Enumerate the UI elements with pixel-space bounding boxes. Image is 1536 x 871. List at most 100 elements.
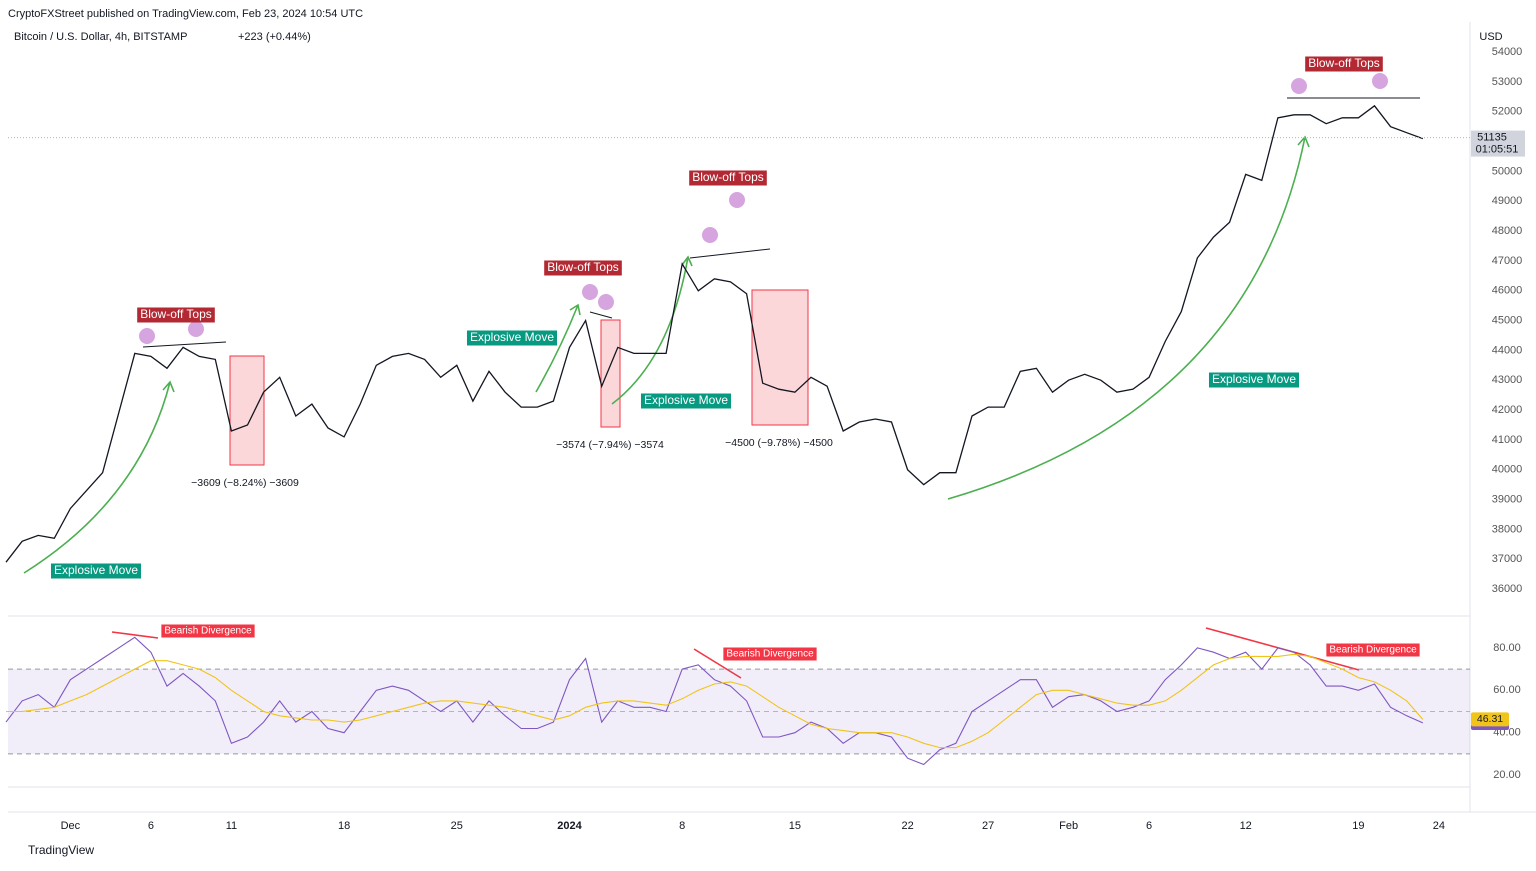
y-tick-label: 53000 [1492,76,1523,88]
y-tick-label: 47000 [1492,255,1523,267]
change: +223 (+0.44%) [238,31,311,43]
top-marker [1372,73,1388,89]
x-tick-label: 27 [982,820,994,832]
range-box [600,319,621,428]
x-tick-label: 2024 [557,820,582,832]
trend-line [689,248,771,259]
x-tick-label: 25 [451,820,463,832]
x-tick-label: 8 [679,820,685,832]
value-tag-label: 46.31 [1477,713,1503,725]
annotation: −4500 (−9.78%) −4500 [725,437,833,449]
y-tick-label: 60.00 [1493,684,1521,696]
x-tick-label: 12 [1240,820,1252,832]
value-tag [1471,712,1509,727]
annotation-label: Explosive Move [54,563,138,577]
x-tick-label: 6 [1146,820,1152,832]
annotation: Blow-off Tops [1305,56,1383,72]
x-tick-label: 18 [338,820,350,832]
y-tick-label: 36000 [1492,583,1523,595]
annotation-bg [689,170,767,186]
annotation-label: −3574 (−7.94%) −3574 [556,439,664,451]
chart-title: Bitcoin / U.S. Dollar, 4h, BITSTAMP [14,31,187,43]
annotation: Blow-off Tops [689,170,767,186]
y-tick-label: 43000 [1492,374,1523,386]
y-tick-label: 20.00 [1493,769,1521,781]
annotation: Explosive Move [1208,372,1300,388]
price-line [5,104,1424,563]
annotation-label: Bearish Divergence [726,649,814,660]
range-box [229,355,265,466]
annotation-label: Explosive Move [1212,372,1296,386]
annotation-bg [137,307,215,323]
top-marker [1291,78,1307,94]
divergence-line [111,631,159,639]
annotation: Bearish Divergence [723,647,817,661]
x-tick-label: 15 [789,820,801,832]
countdown: 01:05:51 [1476,143,1519,155]
annotation-bg [544,260,622,276]
y-tick-label: 54000 [1492,46,1523,58]
annotation: −3609 (−8.24%) −3609 [191,477,299,489]
annotation-bg [723,647,817,661]
y-tick-label: 39000 [1492,493,1523,505]
y-tick-label: 49000 [1492,195,1523,207]
annotation-label: Bearish Divergence [1329,645,1417,656]
x-tick-label: 22 [901,820,913,832]
annotation-label: Blow-off Tops [140,307,212,321]
overlays [23,73,1420,679]
y-tick-label: 37000 [1492,553,1523,565]
trend-line [142,341,227,348]
annotation: Explosive Move [466,330,558,346]
annotation-label: Blow-off Tops [692,170,764,184]
trend-line [589,311,613,319]
annotation: Explosive Move [640,393,732,409]
top-marker [702,227,718,243]
x-tick-label: 19 [1352,820,1364,832]
annotation-bg [640,393,732,409]
y-tick-label: 40000 [1492,464,1523,476]
published: CryptoFXStreet published on TradingView.… [8,8,363,20]
brand: TradingView [28,843,94,857]
price-tag-label: 51135 [1477,131,1507,143]
currency: USD [1479,31,1502,43]
annotation-bg [1326,643,1420,657]
top-marker [188,321,204,337]
annotation-bg [1208,372,1300,388]
y-tick-label: 45000 [1492,314,1523,326]
indicator-line [5,636,1424,766]
divergence-line [693,648,742,679]
arrow [23,380,175,574]
annotation-label: −3609 (−8.24%) −3609 [191,477,299,489]
y-tick-label: 38000 [1492,523,1523,535]
annotation: Blow-off Tops [544,260,622,276]
annotation: Bearish Divergence [1326,643,1420,657]
y-tick-label: 80.00 [1493,642,1521,654]
y-tick-label: 41000 [1492,434,1523,446]
arrow [947,135,1310,500]
annotation-bg [466,330,558,346]
x-tick-label: Feb [1059,820,1078,832]
y-tick-label: 46000 [1492,285,1523,297]
y-tick-label: 52000 [1492,106,1523,118]
y-tick-label: 44000 [1492,344,1523,356]
top-marker [598,294,614,310]
range-box [751,289,809,426]
y-tick-label: 48000 [1492,225,1523,237]
annotation: −3574 (−7.94%) −3574 [556,439,664,451]
top-marker [582,284,598,300]
annotation-label: −4500 (−9.78%) −4500 [725,437,833,449]
annotation-label: Explosive Move [644,393,728,407]
annotation-label: Blow-off Tops [1308,56,1380,70]
arrow [535,303,581,393]
annotation: Bearish Divergence [161,624,255,638]
annotation-label: Blow-off Tops [547,260,619,274]
annotation: Explosive Move [50,563,142,579]
price-tag [1471,130,1525,157]
annotation: Blow-off Tops [137,307,215,323]
y-tick-label: 42000 [1492,404,1523,416]
annotation-label: Bearish Divergence [164,626,252,637]
x-tick-label: 11 [226,820,237,832]
annotation-label: Explosive Move [470,330,554,344]
